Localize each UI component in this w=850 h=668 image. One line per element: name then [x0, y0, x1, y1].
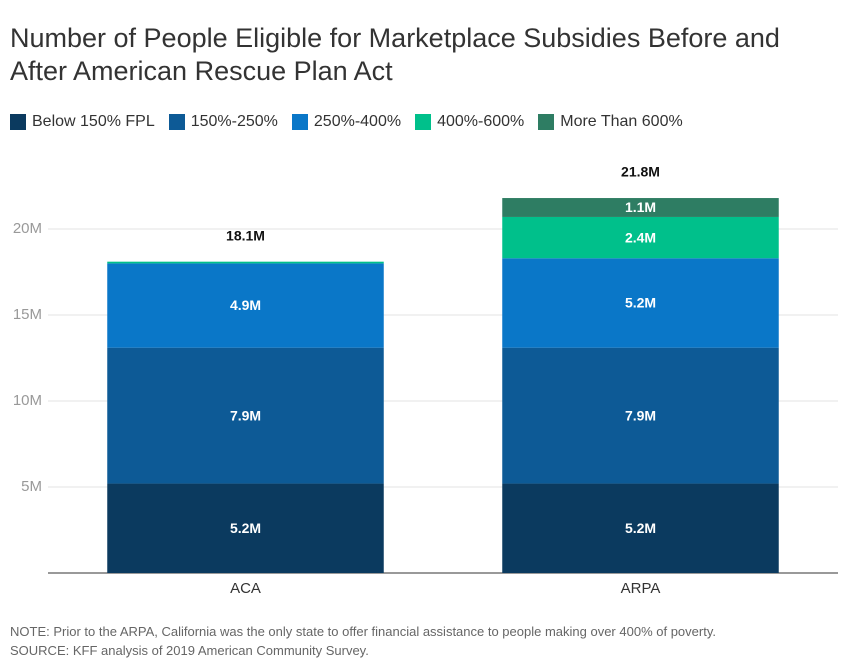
x-tick-label: ACA — [230, 580, 261, 597]
legend-swatch — [538, 114, 555, 130]
bar-segment — [502, 198, 779, 217]
bar-segment — [107, 347, 384, 484]
data-label: 2.4M — [625, 229, 656, 245]
bar-segment — [107, 483, 384, 573]
legend-item: 150%-250% — [168, 113, 278, 131]
legend-item: More Than 600% — [538, 113, 683, 131]
legend-swatch — [10, 114, 26, 130]
legend-label: 400%-600% — [437, 113, 525, 130]
data-label: 1.1M — [625, 199, 656, 215]
data-label: 5.2M — [625, 520, 656, 536]
y-tick-label: 15M — [13, 306, 42, 323]
note: NOTE: Prior to the ARPA, California was … — [10, 624, 716, 639]
legend-item: Below 150% FPL — [10, 113, 155, 131]
data-label: 4.9M — [230, 297, 261, 313]
legend: Below 150% FPL 150%-250% 250%-400% 400%-600… — [10, 113, 683, 131]
data-label: 7.9M — [625, 407, 656, 423]
legend-label: More Than 600% — [560, 113, 683, 130]
legend-item: 400%-600% — [415, 113, 524, 131]
total-label: 21.8M — [621, 164, 660, 180]
notes: NOTE: Prior to the ARPA, California was … — [10, 622, 716, 660]
data-label: 5.2M — [230, 520, 261, 536]
x-tick-label: ARPA — [621, 580, 661, 597]
legend-label: 150%-250% — [190, 113, 278, 130]
y-tick-label: 20M — [13, 220, 42, 237]
legend-label: Below 150% FPL — [32, 113, 155, 130]
legend-swatch — [168, 114, 185, 130]
y-tick-label: 5M — [21, 478, 42, 495]
bar-segment — [107, 261, 384, 264]
note: SOURCE: KFF analysis of 2019 American Co… — [10, 643, 369, 658]
legend-swatch — [415, 114, 432, 130]
legend-swatch — [291, 114, 308, 130]
chart: 5M 10M 15M 20M ACA 5.2M 7.9M 4.9M 18.1M ARPA 5.2M 7… — [13, 164, 838, 597]
data-label: 7.9M — [230, 407, 261, 423]
bar-segment — [502, 216, 779, 259]
bar-segment — [502, 483, 779, 573]
total-label: 18.1M — [226, 227, 265, 243]
data-label: 5.2M — [625, 295, 656, 311]
bar-segment — [502, 347, 779, 484]
chart-title: Number of People Eligible for Marketplac… — [10, 23, 780, 86]
bar-segment — [502, 258, 779, 348]
bar-segment — [107, 263, 384, 348]
legend-item: 250%-400% — [291, 113, 402, 131]
y-tick-label: 10M — [13, 392, 42, 409]
legend-label: 250%-400% — [313, 113, 402, 130]
